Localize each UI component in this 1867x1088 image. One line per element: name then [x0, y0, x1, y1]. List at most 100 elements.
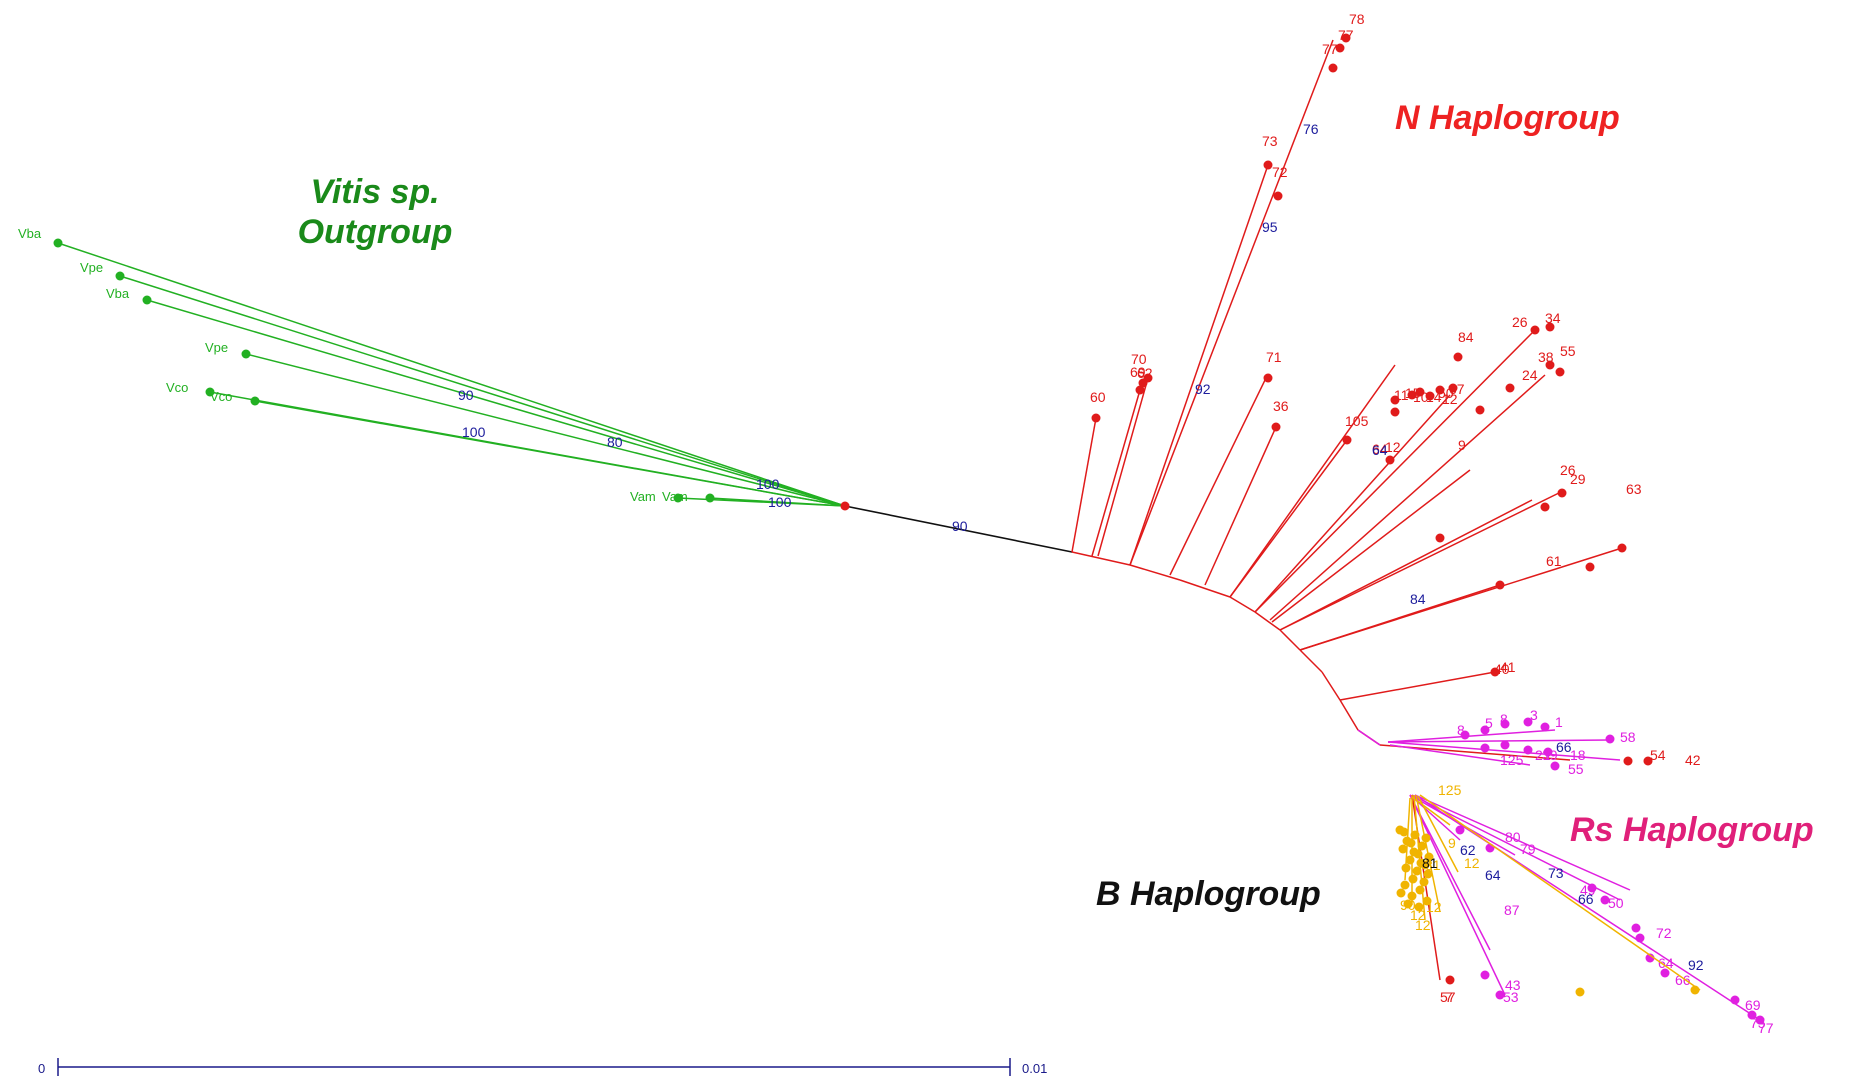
- n-tip-label-17: 67: [1449, 381, 1465, 397]
- b-tip-dot-5: [1400, 880, 1410, 890]
- rs-tip-dot-10: [1550, 761, 1560, 771]
- rs-tip-dot-22: [1747, 1010, 1757, 1020]
- b-tip-dot-13: [1396, 888, 1406, 898]
- rs-branch-10: [1414, 794, 1631, 891]
- n-tip-label-5: 60: [1090, 389, 1106, 405]
- rs-tip-label-9: 125: [1500, 752, 1524, 768]
- n-support-label-2: 92: [1195, 381, 1211, 397]
- n-tip-dot-13: [1407, 390, 1417, 400]
- outgroup-tip-dot-0: [53, 238, 63, 248]
- rs-tip-dot-20: [1660, 968, 1670, 978]
- rs-tip-label-12: 79: [1520, 841, 1536, 857]
- rs-branch-1: [1387, 741, 1621, 761]
- b-tip-dot-19: [1408, 874, 1418, 884]
- rs-support-label-4: 66: [1578, 891, 1594, 907]
- n-tip-dot-18: [1453, 352, 1463, 362]
- outgroup-tip-dot-4: [205, 387, 215, 397]
- n-tip-dot-4: [1273, 191, 1283, 201]
- outgroup-tip-label-4: Vco: [166, 380, 188, 395]
- n-branch-17: [1339, 671, 1496, 701]
- rs-tip-dot-4: [1540, 722, 1550, 732]
- rs-tip-label-10: 55: [1568, 761, 1584, 777]
- n-support-label-4: 84: [1410, 591, 1426, 607]
- n-tip-label-13: 15: [1405, 385, 1421, 401]
- n-tip-dot-35: [1643, 756, 1653, 766]
- n-tip-label-18: 84: [1458, 329, 1474, 345]
- n-tip-label-32: 41: [1500, 659, 1516, 675]
- n-tip-dot-30: [1617, 543, 1627, 553]
- n-tip-label-15: 14: [1426, 389, 1442, 405]
- n-tip-dot-20: [1385, 455, 1395, 465]
- n-branch-8: [1229, 364, 1396, 598]
- n-branch-5: [1169, 377, 1267, 576]
- rs-tip-dot-5: [1605, 734, 1615, 744]
- n-spine-segment-5: [1279, 629, 1301, 651]
- outgroup-tip-label-2: Vba: [106, 286, 130, 301]
- n-branch-1: [1091, 389, 1141, 557]
- b-tip-dot-23: [1406, 838, 1416, 848]
- rs-tip-dot-2: [1500, 719, 1510, 729]
- outgroup-tip-label-6: Vam: [630, 489, 656, 504]
- n-tip-label-0: 78: [1349, 11, 1365, 27]
- rs-tip-dot-23: [1755, 1015, 1765, 1025]
- rs-tip-dot-9: [1543, 747, 1553, 757]
- b-tip-dot-16: [1417, 841, 1427, 851]
- n-tip-dot-28: [1540, 502, 1550, 512]
- outgroup-tip-label-5: Vco: [210, 389, 232, 404]
- rs-tip-label-23: 77: [1758, 1020, 1774, 1036]
- rs-tip-dot-17: [1631, 923, 1641, 933]
- b-tip-dot-8: [1421, 833, 1431, 843]
- n-branch-14: [1279, 489, 1566, 631]
- rs-tip-dot-1: [1480, 725, 1490, 735]
- rs-support-label-3: 73: [1548, 865, 1564, 881]
- n-tip-label-34: 54: [1650, 747, 1666, 763]
- outgroup-support-label-0: 90: [458, 387, 474, 403]
- rs-haplogroup-title: Rs Haplogroup: [1570, 811, 1814, 849]
- n-tip-label-27: 26: [1560, 462, 1576, 478]
- n-tip-label-33: 40: [1494, 661, 1510, 677]
- rs-tip-dot-16: [1600, 895, 1610, 905]
- outgroup-tip-dot-1: [115, 271, 125, 281]
- rs-tip-label-11: 80: [1505, 829, 1521, 845]
- n-tip-label-25: 38: [1538, 349, 1554, 365]
- outgroup-branch-2: [146, 299, 846, 507]
- b-tip-label-8: 12: [1415, 917, 1431, 933]
- backbone-branch: [844, 505, 1073, 553]
- rs-support-label-1: 62: [1460, 842, 1476, 858]
- rs-branch-2: [1387, 729, 1556, 743]
- n-tip-dot-34: [1623, 756, 1633, 766]
- outgroup-tip-label-7: Vam: [662, 489, 688, 504]
- rs-tip-label-22: 75: [1750, 1015, 1766, 1031]
- n-tip-label-23: 34: [1545, 310, 1561, 326]
- n-tip-dot-11: [1342, 435, 1352, 445]
- n-branch-4: [1129, 39, 1334, 566]
- outgroup-tip-label-1: Vpe: [80, 260, 103, 275]
- b-tip-label-5: 12: [1426, 899, 1442, 915]
- rs-tip-label-15: 49: [1580, 882, 1596, 898]
- b-tip-dot-17: [1424, 852, 1434, 862]
- b-tip-dot-10: [1405, 855, 1415, 865]
- n-tip-dot-32: [1495, 580, 1505, 590]
- outgroup-tip-dot-5: [250, 396, 260, 406]
- b-tip-dot-9: [1398, 844, 1408, 854]
- n-tip-label-28: 29: [1570, 471, 1586, 487]
- n-tip-label-9: 71: [1266, 349, 1282, 365]
- n-tip-dot-27: [1557, 488, 1567, 498]
- n-branch-13: [1279, 499, 1533, 631]
- n-tip-label-31: 61: [1546, 553, 1562, 569]
- outgroup-tip-dot-6: [673, 493, 683, 503]
- rs-tip-label-17: 72: [1656, 925, 1672, 941]
- n-tip-label-10: 36: [1273, 398, 1289, 414]
- n-tip-label-22: 26: [1512, 314, 1528, 330]
- scale-bar: [57, 1058, 1011, 1076]
- n-spine-segment-4: [1254, 611, 1281, 631]
- rs-tip-label-19: 64: [1658, 955, 1674, 971]
- n-tip-label-30: 63: [1626, 481, 1642, 497]
- b-branch-4: [1417, 795, 1459, 873]
- rs-branch-0: [1387, 739, 1611, 743]
- n-tip-label-14: 10: [1413, 389, 1429, 405]
- b-tip-dot-extra-0: [1575, 987, 1585, 997]
- rs-tip-dot-11: [1455, 825, 1465, 835]
- vitis-title-line2: Outgroup: [297, 213, 453, 251]
- n-tip-dot-26: [1555, 367, 1565, 377]
